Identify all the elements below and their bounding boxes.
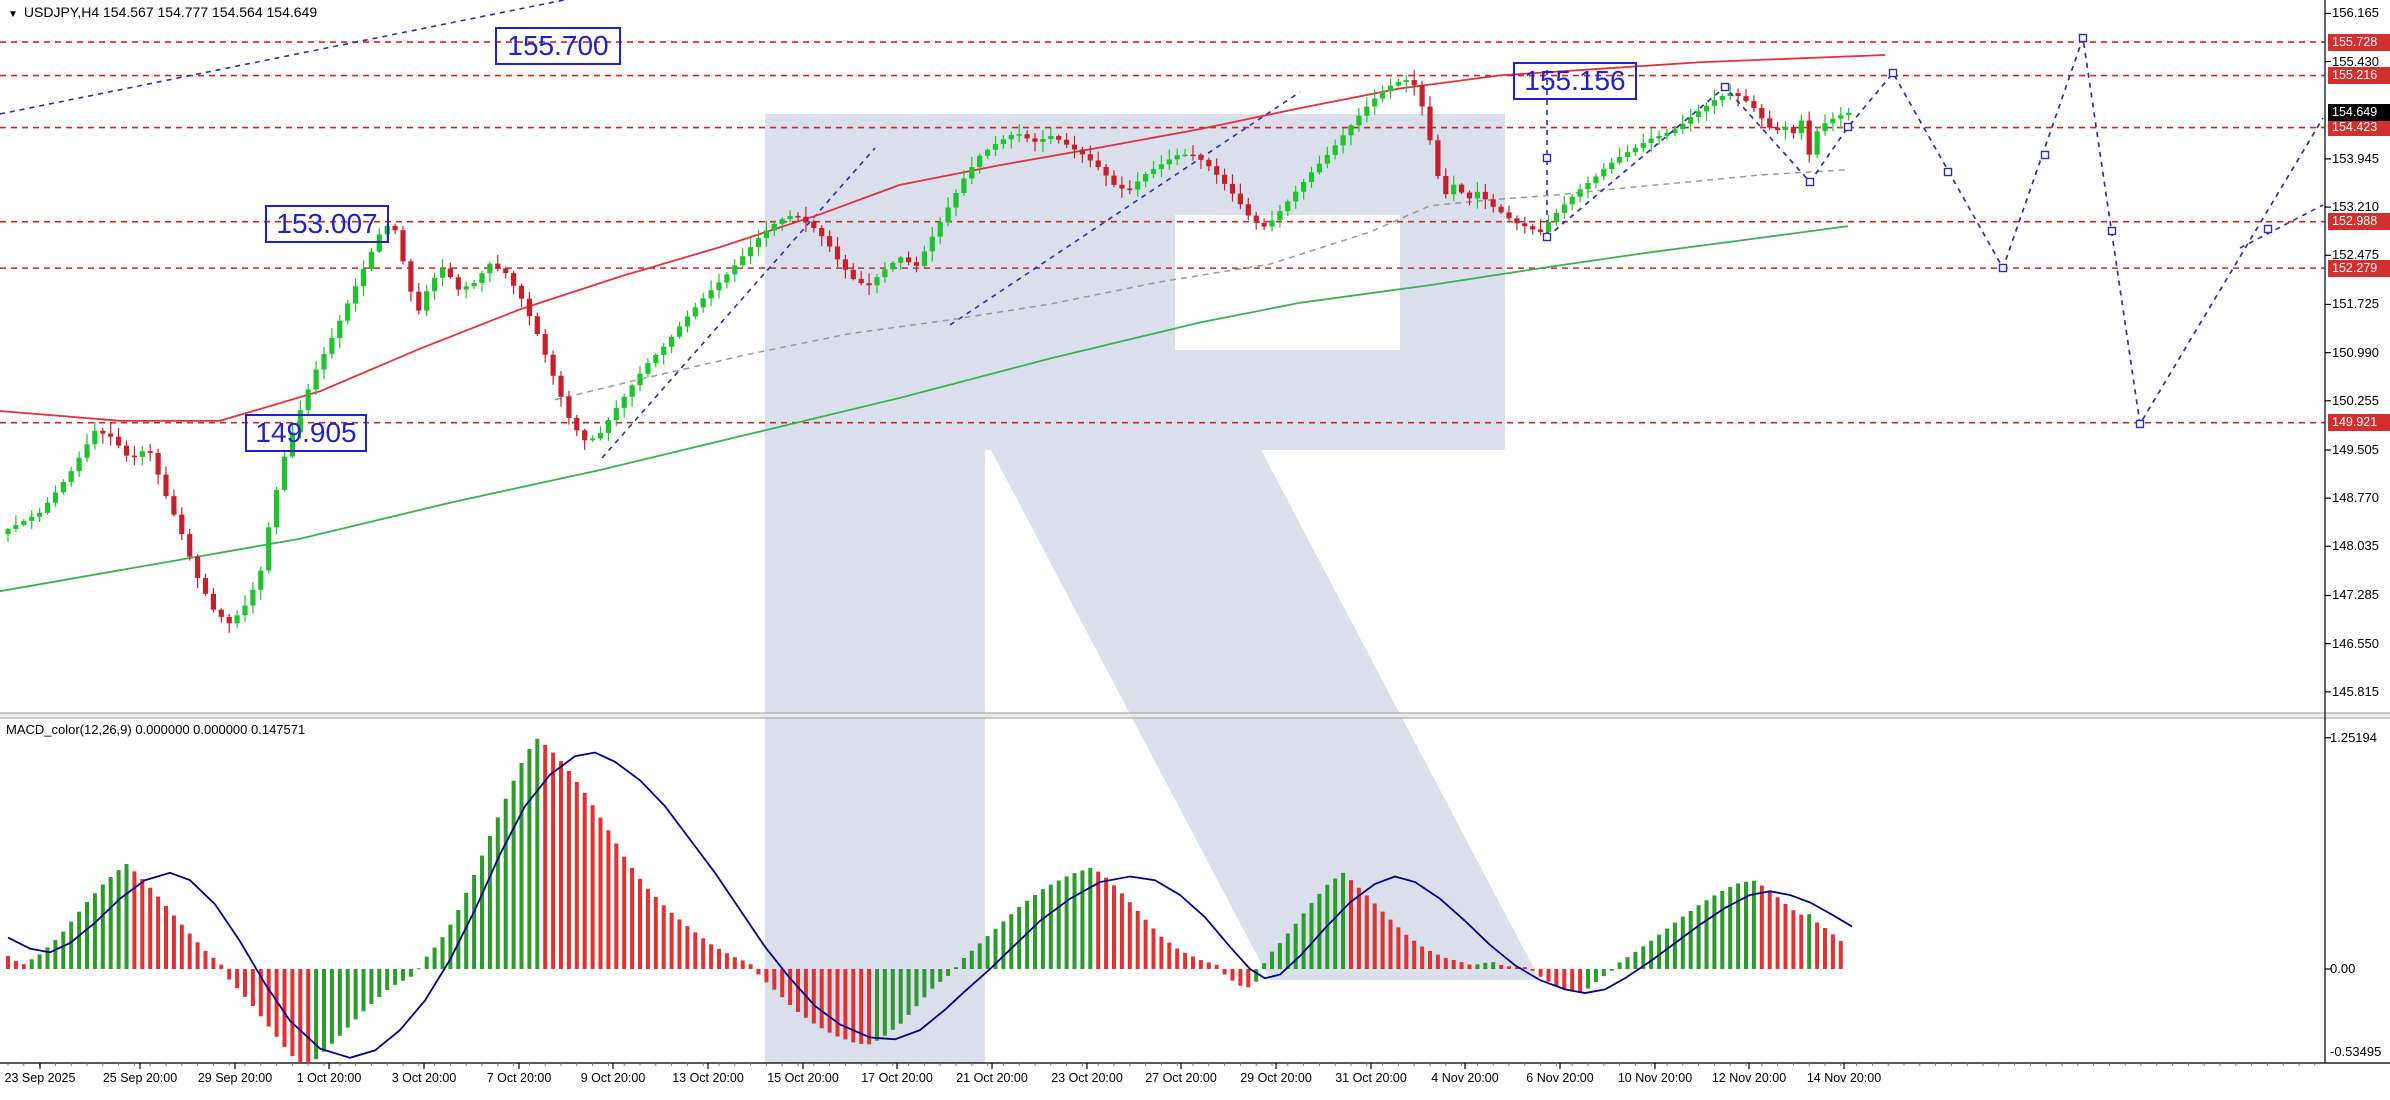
time-tick-label: 10 Nov 20:00: [1617, 1071, 1693, 1085]
time-tick-label: 27 Oct 20:00: [1145, 1071, 1217, 1085]
time-tick-label: 17 Oct 20:00: [861, 1071, 933, 1085]
price-annotation-155156[interactable]: 155.156: [1513, 62, 1637, 100]
macd-axis-label: -0.53495: [2330, 1044, 2382, 1059]
macd-axis-label: 0.00: [2330, 961, 2356, 976]
time-tick-label: 1 Oct 20:00: [296, 1071, 362, 1085]
price-tick-label: 152.475: [2332, 247, 2379, 263]
price-tick-label: 150.990: [2332, 344, 2379, 360]
price-tick-label: 145.815: [2332, 683, 2379, 699]
price-annotation-153007[interactable]: 153.007: [265, 205, 389, 243]
price-tick-label: 150.255: [2332, 392, 2379, 408]
price-tick-label: 153.210: [2332, 199, 2379, 215]
level-price-badge: 152.988: [2328, 213, 2390, 231]
time-tick-label: 31 Oct 20:00: [1335, 1071, 1407, 1085]
chevron-down-icon[interactable]: ▼: [8, 9, 18, 20]
symbol-ohlc-text: USDJPY,H4 154.567 154.777 154.564 154.64…: [23, 4, 318, 20]
level-price-badge: 149.921: [2328, 414, 2390, 432]
time-tick-label: 29 Sep 20:00: [197, 1071, 273, 1085]
time-tick-label: 25 Sep 20:00: [102, 1071, 178, 1085]
price-annotation-149905[interactable]: 149.905: [245, 414, 367, 452]
time-tick-label: 15 Oct 20:00: [767, 1071, 839, 1085]
price-tick-label: 156.165: [2332, 5, 2379, 21]
level-price-badge: 155.728: [2328, 33, 2390, 51]
time-tick-label: 7 Oct 20:00: [486, 1071, 552, 1085]
price-tick-label: 148.770: [2332, 490, 2379, 506]
time-tick-label: 9 Oct 20:00: [580, 1071, 646, 1085]
level-price-badge: 152.279: [2328, 259, 2390, 277]
symbol-title[interactable]: ▼ USDJPY,H4 154.567 154.777 154.564 154.6…: [8, 4, 317, 20]
time-tick-label: 23 Oct 20:00: [1051, 1071, 1123, 1085]
time-tick-label: 14 Nov 20:00: [1806, 1071, 1882, 1085]
time-tick-label: 3 Oct 20:00: [391, 1071, 457, 1085]
time-tick-label: 13 Oct 20:00: [672, 1071, 744, 1085]
time-tick-label: 21 Oct 20:00: [956, 1071, 1028, 1085]
time-tick-label: 6 Nov 20:00: [1526, 1071, 1594, 1085]
time-tick-label: 29 Oct 20:00: [1240, 1071, 1312, 1085]
time-tick-label: 23 Sep 2025: [4, 1071, 76, 1085]
level-price-badge: 155.216: [2328, 67, 2390, 85]
price-tick-label: 148.035: [2332, 538, 2379, 554]
price-tick-label: 147.285: [2332, 587, 2379, 603]
level-price-badge: 154.423: [2328, 119, 2390, 137]
price-tick-label: 153.945: [2332, 150, 2379, 166]
price-tick-label: 151.725: [2332, 296, 2379, 312]
time-tick-label: 4 Nov 20:00: [1431, 1071, 1499, 1085]
price-tick-label: 155.430: [2332, 53, 2379, 69]
price-annotation-155700[interactable]: 155.700: [495, 27, 621, 65]
price-tick-label: 149.505: [2332, 441, 2379, 457]
macd-axis-label: 1.25194: [2330, 730, 2377, 746]
time-tick-label: 12 Nov 20:00: [1711, 1071, 1787, 1085]
current-price-badge: 154.649: [2328, 104, 2390, 122]
macd-indicator-label: MACD_color(12,26,9) 0.000000 0.000000 0.…: [6, 722, 306, 737]
price-tick-label: 146.550: [2332, 635, 2379, 651]
